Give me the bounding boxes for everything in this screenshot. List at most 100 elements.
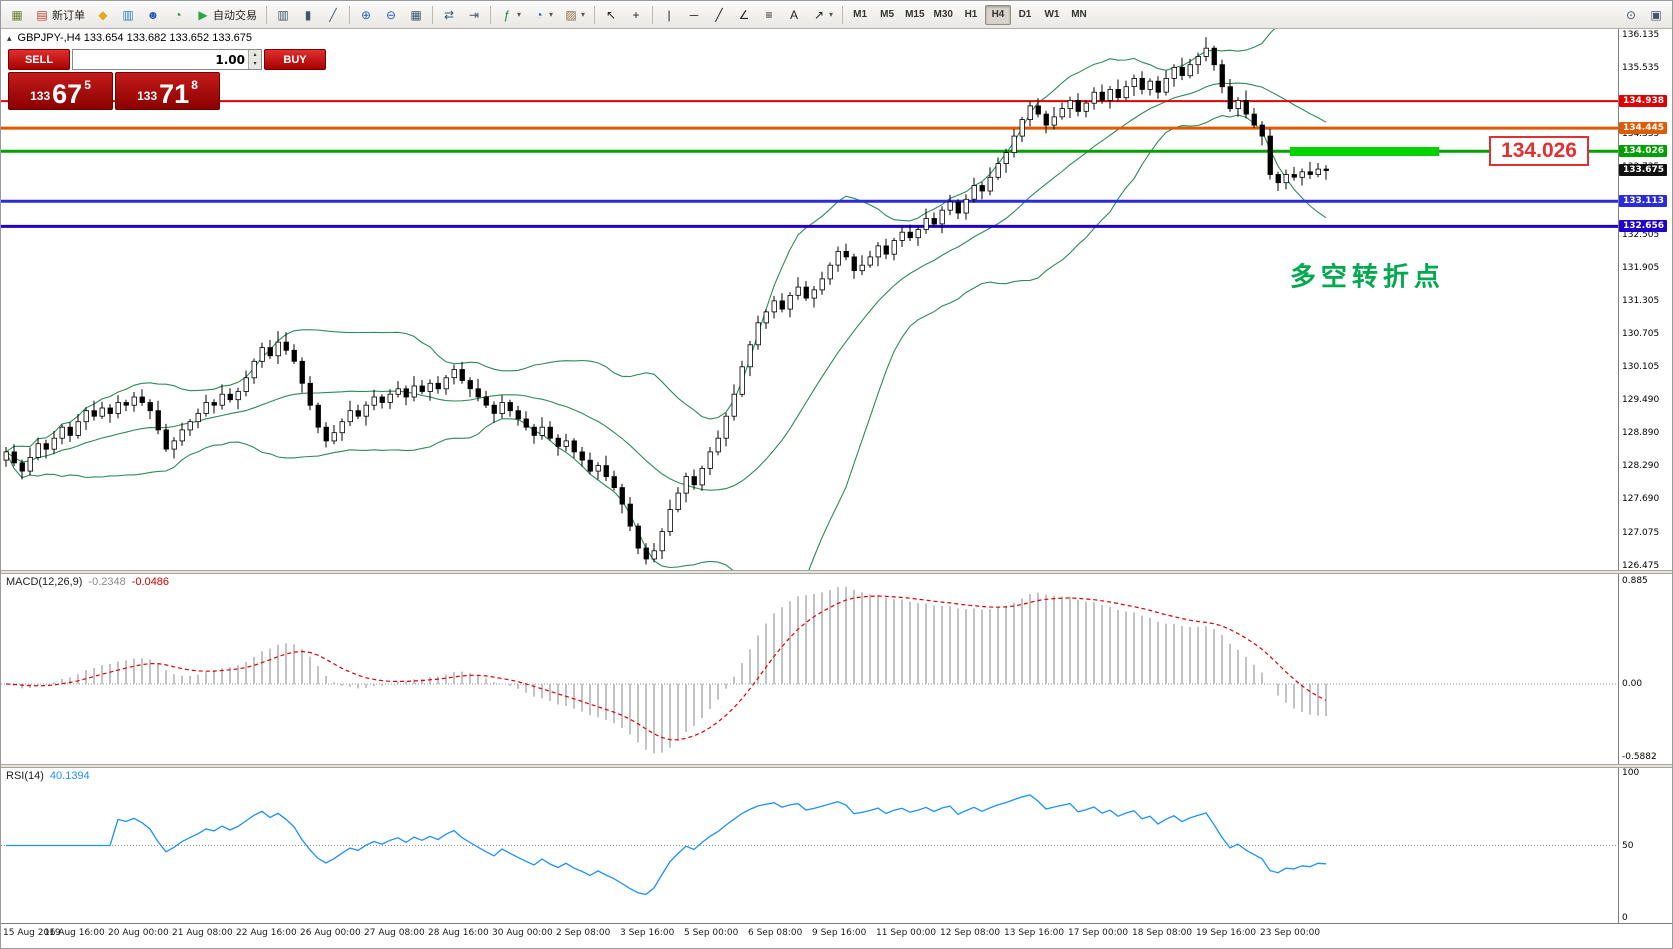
channel-button[interactable]: ∠ bbox=[732, 4, 756, 26]
buy-price-display[interactable]: 133 71 8 bbox=[115, 72, 220, 110]
axis-tick-label: 130.705 bbox=[1622, 328, 1660, 339]
zoom-out-button[interactable]: ⊖ bbox=[379, 4, 403, 26]
arrows-button[interactable]: ↗ ▾ bbox=[807, 4, 838, 26]
chart-window-button[interactable]: ▦ bbox=[5, 4, 29, 26]
timeframe-m1-button[interactable]: M1 bbox=[847, 5, 873, 25]
hline-price-tag: 133.113 bbox=[1619, 195, 1667, 208]
axis-tick-label: 0 bbox=[1622, 913, 1628, 923]
toolbar-separator bbox=[432, 5, 433, 24]
trendline-icon: ╱ bbox=[715, 7, 723, 22]
sell-button[interactable]: SELL bbox=[8, 49, 70, 70]
time-axis-label: 18 Sep 08:00 bbox=[1132, 928, 1193, 938]
time-axis-label: 2 Sep 08:00 bbox=[556, 928, 611, 938]
buy-price-figure: 133 bbox=[137, 89, 158, 103]
volume-input[interactable] bbox=[73, 50, 248, 69]
main-price-scale[interactable]: 136.135135.535134.935134.335133.735133.1… bbox=[1618, 29, 1672, 571]
time-axis-label: 12 Sep 08:00 bbox=[940, 928, 1001, 938]
auto-scroll-button[interactable]: ⇄ bbox=[437, 4, 461, 26]
fibonacci-button[interactable]: ≡ bbox=[757, 4, 781, 26]
line-chart-button[interactable]: ╱ bbox=[321, 4, 345, 26]
bar-chart-button[interactable]: ▥ bbox=[271, 4, 295, 26]
marketwatch-button[interactable]: ◆ bbox=[91, 4, 115, 26]
macd-value-main: -0.2348 bbox=[88, 576, 126, 588]
one-click-toggle-icon[interactable]: ▴ bbox=[7, 32, 12, 43]
tile-windows-button[interactable]: ▦ bbox=[404, 4, 428, 26]
axis-tick-label: 100 bbox=[1622, 768, 1640, 778]
timeframe-mn-button[interactable]: MN bbox=[1066, 5, 1092, 25]
axis-tick-label: 130.105 bbox=[1622, 361, 1660, 372]
periods-button[interactable]: ◔ ▾ bbox=[527, 4, 558, 26]
magnifier-button[interactable]: ⊙ bbox=[1619, 4, 1643, 26]
timeframe-w1-button[interactable]: W1 bbox=[1039, 5, 1065, 25]
new-window-button[interactable]: ▣ bbox=[1644, 4, 1668, 26]
dropdown-caret-icon: ▾ bbox=[549, 10, 554, 19]
sell-price-big: 67 bbox=[52, 79, 83, 110]
sell-price-display[interactable]: 133 67 5 bbox=[8, 72, 113, 110]
time-axis[interactable]: 15 Aug 2019 16 Aug 16:00 20 Aug 00:00 21 Au… bbox=[1, 923, 1672, 948]
crosshair-button[interactable]: + bbox=[624, 4, 648, 26]
main-chart-plot[interactable]: ▴ GBPJPY-,H4 133.654 133.682 133.652 133… bbox=[1, 29, 1618, 570]
time-axis-label: 22 Aug 16:00 bbox=[236, 928, 297, 938]
axis-tick-label: 126.475 bbox=[1622, 560, 1660, 571]
time-axis-label: 11 Sep 00:00 bbox=[876, 928, 937, 938]
navigator-button[interactable]: ☻ bbox=[141, 4, 165, 26]
timeframe-h1-button[interactable]: H1 bbox=[958, 5, 984, 25]
timeframe-d1-button[interactable]: D1 bbox=[1012, 5, 1038, 25]
vertical-line-icon: | bbox=[667, 7, 671, 22]
rsi-plot[interactable]: RSI(14) 40.1394 bbox=[1, 768, 1618, 923]
new-order-button[interactable]: ▤ 新订单 bbox=[30, 4, 90, 26]
line-chart-icon: ╱ bbox=[329, 7, 337, 22]
trendline-button[interactable]: ╱ bbox=[707, 4, 731, 26]
chart-shift-button[interactable]: ⇥ bbox=[462, 4, 486, 26]
arrow-tool-icon: ↗ bbox=[814, 7, 825, 22]
tile-windows-icon: ▦ bbox=[410, 7, 422, 22]
autotrading-button[interactable]: ▶ 自动交易 bbox=[191, 4, 262, 26]
candlestick-chart-button[interactable]: ▮ bbox=[296, 4, 320, 26]
toolbar-separator bbox=[490, 5, 491, 24]
data-window-button[interactable]: ▥ bbox=[116, 4, 140, 26]
templates-button[interactable]: ▨ ▾ bbox=[559, 4, 590, 26]
splitter-macd[interactable] bbox=[1, 570, 1672, 574]
rsi-scale[interactable]: 100 50 0 bbox=[1618, 768, 1672, 923]
time-axis-label: 30 Aug 00:00 bbox=[492, 928, 553, 938]
macd-plot[interactable]: MACD(12,26,9) -0.2348 -0.0486 bbox=[1, 574, 1618, 764]
new-order-icon: ▤ bbox=[36, 7, 48, 22]
timeframe-m30-button[interactable]: M30 bbox=[930, 5, 957, 25]
toolbar-separator bbox=[594, 5, 596, 24]
axis-tick-label: 128.890 bbox=[1622, 428, 1660, 439]
time-axis-label: 27 Aug 08:00 bbox=[364, 928, 425, 938]
timeframe-m5-button[interactable]: M5 bbox=[874, 5, 900, 25]
fibonacci-icon: ≡ bbox=[765, 7, 773, 22]
hline-price-tag: 134.938 bbox=[1619, 95, 1667, 108]
toolbar-separator bbox=[842, 5, 844, 24]
axis-tick-label: 129.490 bbox=[1622, 395, 1660, 406]
axis-tick-label: 135.535 bbox=[1622, 63, 1660, 74]
axis-tick-label: 132.505 bbox=[1622, 229, 1660, 240]
indicators-icon: ƒ bbox=[503, 7, 511, 22]
terminal-button[interactable]: ◔ bbox=[166, 4, 190, 26]
time-axis-label: 6 Sep 08:00 bbox=[748, 928, 803, 938]
vertical-line-button[interactable]: | bbox=[657, 4, 681, 26]
toolbar-separator bbox=[349, 5, 350, 24]
horizontal-line-button[interactable]: ─ bbox=[682, 4, 706, 26]
cursor-button[interactable]: ↖ bbox=[599, 4, 623, 26]
axis-tick-label: -0.5882 bbox=[1622, 752, 1657, 762]
macd-header: MACD(12,26,9) -0.2348 -0.0486 bbox=[6, 576, 169, 588]
zoom-in-button[interactable]: ⊕ bbox=[354, 4, 378, 26]
time-axis-label: 20 Aug 00:00 bbox=[108, 928, 169, 938]
navigator-icon: ☻ bbox=[146, 7, 160, 22]
timeframe-h4-button[interactable]: H4 bbox=[984, 4, 1011, 25]
timeframe-m15-button[interactable]: M15 bbox=[901, 5, 928, 25]
buy-price-pip: 8 bbox=[191, 78, 198, 92]
buy-button[interactable]: BUY bbox=[264, 49, 326, 70]
splitter-rsi[interactable] bbox=[1, 764, 1672, 768]
volume-up-button[interactable]: ▴ bbox=[249, 50, 261, 60]
crosshair-icon: + bbox=[632, 7, 640, 22]
time-axis-label: 21 Aug 08:00 bbox=[172, 928, 233, 938]
indicators-button[interactable]: ƒ ▾ bbox=[495, 4, 526, 26]
volume-down-button[interactable]: ▾ bbox=[249, 59, 261, 69]
macd-scale[interactable]: 0.885 0.00 -0.5882 bbox=[1618, 574, 1672, 764]
text-button[interactable]: A bbox=[782, 4, 806, 26]
time-axis-label: 3 Sep 16:00 bbox=[620, 928, 675, 938]
autotrading-play-icon: ▶ bbox=[198, 7, 208, 22]
